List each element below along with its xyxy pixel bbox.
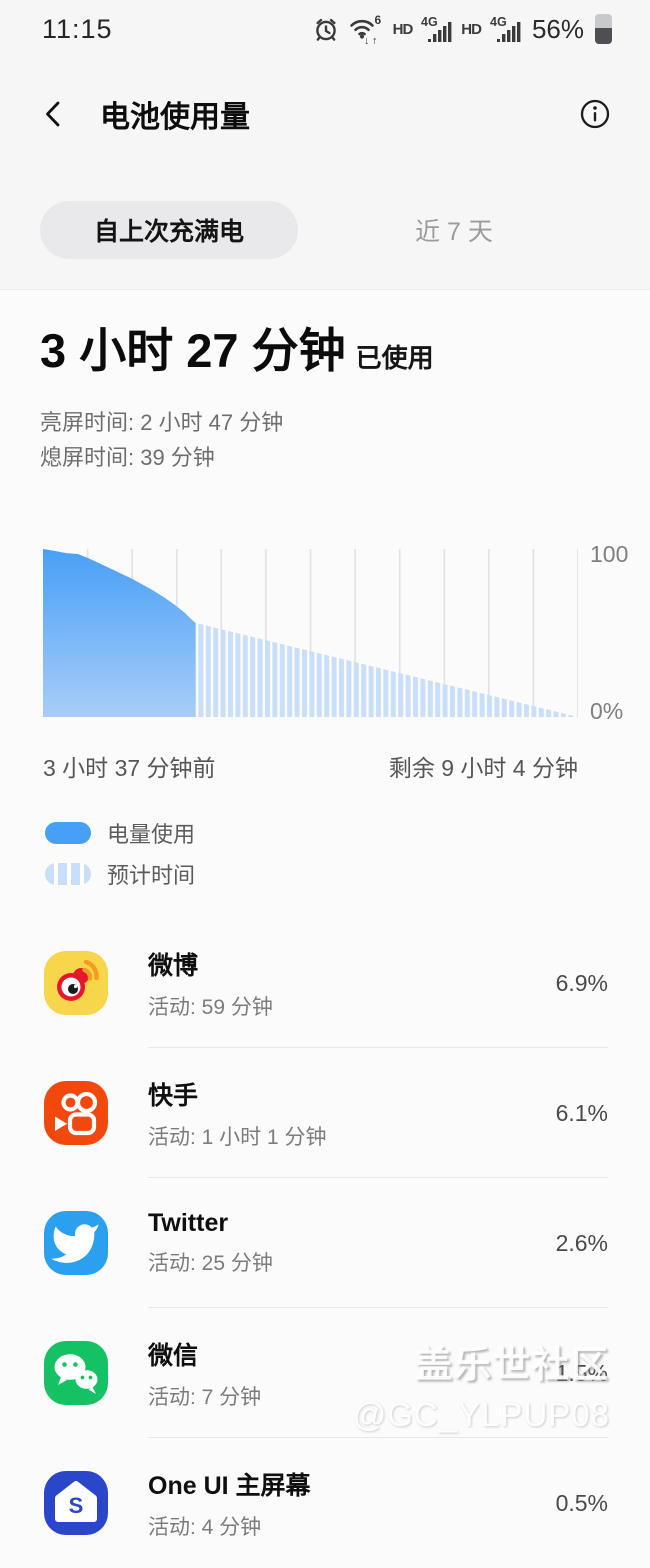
screen-off-time: 熄屏时间: 39 分钟 [40, 445, 215, 470]
usage-summary: 3 小时 27 分钟 已使用 亮屏时间: 2 小时 47 分钟 熄屏时间: 39… [0, 290, 650, 475]
app-row-wechat[interactable]: 微信 活动: 7 分钟 1.5% [0, 1308, 650, 1438]
divider [148, 1437, 608, 1438]
battery-chart-svg [43, 549, 578, 717]
svg-text:4G: 4G [421, 15, 438, 29]
hd-voice-icon: HD [392, 20, 414, 38]
oneui-home-icon: S [44, 1471, 108, 1535]
chart-start-label: 3 小时 37 分钟前 [43, 755, 216, 781]
app-bar: 电池使用量 [0, 58, 650, 170]
app-row-oneui-home[interactable]: S One UI 主屏幕 活动: 4 分钟 0.5% [0, 1438, 650, 1568]
svg-text:S: S [69, 1493, 84, 1518]
app-battery-percent: 2.6% [555, 1229, 608, 1256]
legend-usage-label: 电量使用 [107, 822, 196, 847]
tab-since-full-charge[interactable]: 自上次充满电 [40, 200, 298, 259]
alarm-icon [313, 16, 339, 43]
signal-4g-icon: 4G [421, 15, 452, 44]
chart-remaining-label: 剩余 9 小时 4 分钟 [388, 755, 578, 781]
app-activity: 活动: 7 分钟 [148, 1385, 262, 1409]
divider [148, 1047, 608, 1048]
app-battery-percent: 6.1% [555, 1099, 608, 1126]
y-axis-min-label: 0% [590, 698, 624, 724]
app-name: Twitter [148, 1209, 229, 1237]
app-activity: 活动: 25 分钟 [148, 1252, 273, 1275]
wifi-icon: 6 ↓ ↑ [348, 14, 384, 44]
signal-4g-icon-2: 4G [490, 15, 521, 44]
forecast-area [195, 622, 578, 717]
top-region: 11:15 [0, 0, 650, 290]
twitter-icon [44, 1211, 108, 1275]
app-activity: 活动: 4 分钟 [148, 1515, 262, 1539]
app-battery-percent: 0.5% [555, 1489, 608, 1516]
app-usage-list: 微博 活动: 59 分钟 6.9% 快手 活动: 1 小时 1 分钟 6.1% [0, 918, 650, 1568]
total-usage-duration: 3 小时 27 分钟 [40, 324, 346, 377]
tab-last-7-days[interactable]: 近 7 天 [415, 217, 493, 246]
legend-item-usage: 电量使用 [45, 817, 650, 849]
forecast-swatch-icon [45, 863, 91, 885]
info-button[interactable] [578, 97, 612, 131]
tab-bar: 自上次充满电 近 7 天 [0, 170, 650, 289]
clock-time: 11:15 [42, 13, 113, 44]
divider [148, 1307, 608, 1308]
kuaishou-icon [44, 1081, 108, 1145]
status-bar: 11:15 [0, 0, 650, 58]
page-title: 电池使用量 [100, 101, 250, 134]
wechat-icon [44, 1341, 108, 1405]
app-row-twitter[interactable]: Twitter 活动: 25 分钟 2.6% [0, 1178, 650, 1308]
chart-legend: 电量使用 预计时间 [0, 817, 650, 890]
svg-text:4G: 4G [490, 15, 507, 29]
app-activity: 活动: 59 分钟 [148, 995, 273, 1019]
app-activity: 活动: 1 小时 1 分钟 [148, 1125, 327, 1149]
app-name: One UI 主屏幕 [148, 1471, 311, 1500]
svg-text:6: 6 [374, 14, 381, 27]
back-button[interactable] [38, 98, 70, 130]
divider [148, 1177, 608, 1178]
svg-text:↑: ↑ [372, 35, 378, 44]
app-name: 快手 [148, 1081, 199, 1110]
weibo-icon [44, 951, 108, 1015]
battery-percent-text: 56% [531, 13, 584, 44]
battery-chart: 100 0% 3 小时 37 分钟前 剩余 9 小时 4 分钟 [0, 541, 650, 783]
history-area [43, 549, 196, 717]
svg-text:↓: ↓ [364, 35, 370, 44]
legend-forecast-label: 预计时间 [107, 863, 196, 888]
app-battery-percent: 6.9% [555, 969, 608, 996]
hd-voice-icon-2: HD [461, 20, 482, 38]
app-name: 微博 [148, 951, 199, 980]
app-row-kuaishou[interactable]: 快手 活动: 1 小时 1 分钟 6.1% [0, 1048, 650, 1178]
battery-icon [595, 14, 612, 44]
usage-suffix: 已使用 [355, 343, 434, 373]
y-axis-max-label: 100 [590, 541, 629, 567]
usage-swatch-icon [45, 822, 91, 844]
screen-on-time: 亮屏时间: 2 小时 47 分钟 [40, 410, 284, 435]
app-row-weibo[interactable]: 微博 活动: 59 分钟 6.9% [0, 918, 650, 1048]
app-battery-percent: 1.5% [555, 1359, 608, 1386]
app-name: 微信 [148, 1341, 199, 1370]
legend-item-forecast: 预计时间 [45, 858, 650, 890]
